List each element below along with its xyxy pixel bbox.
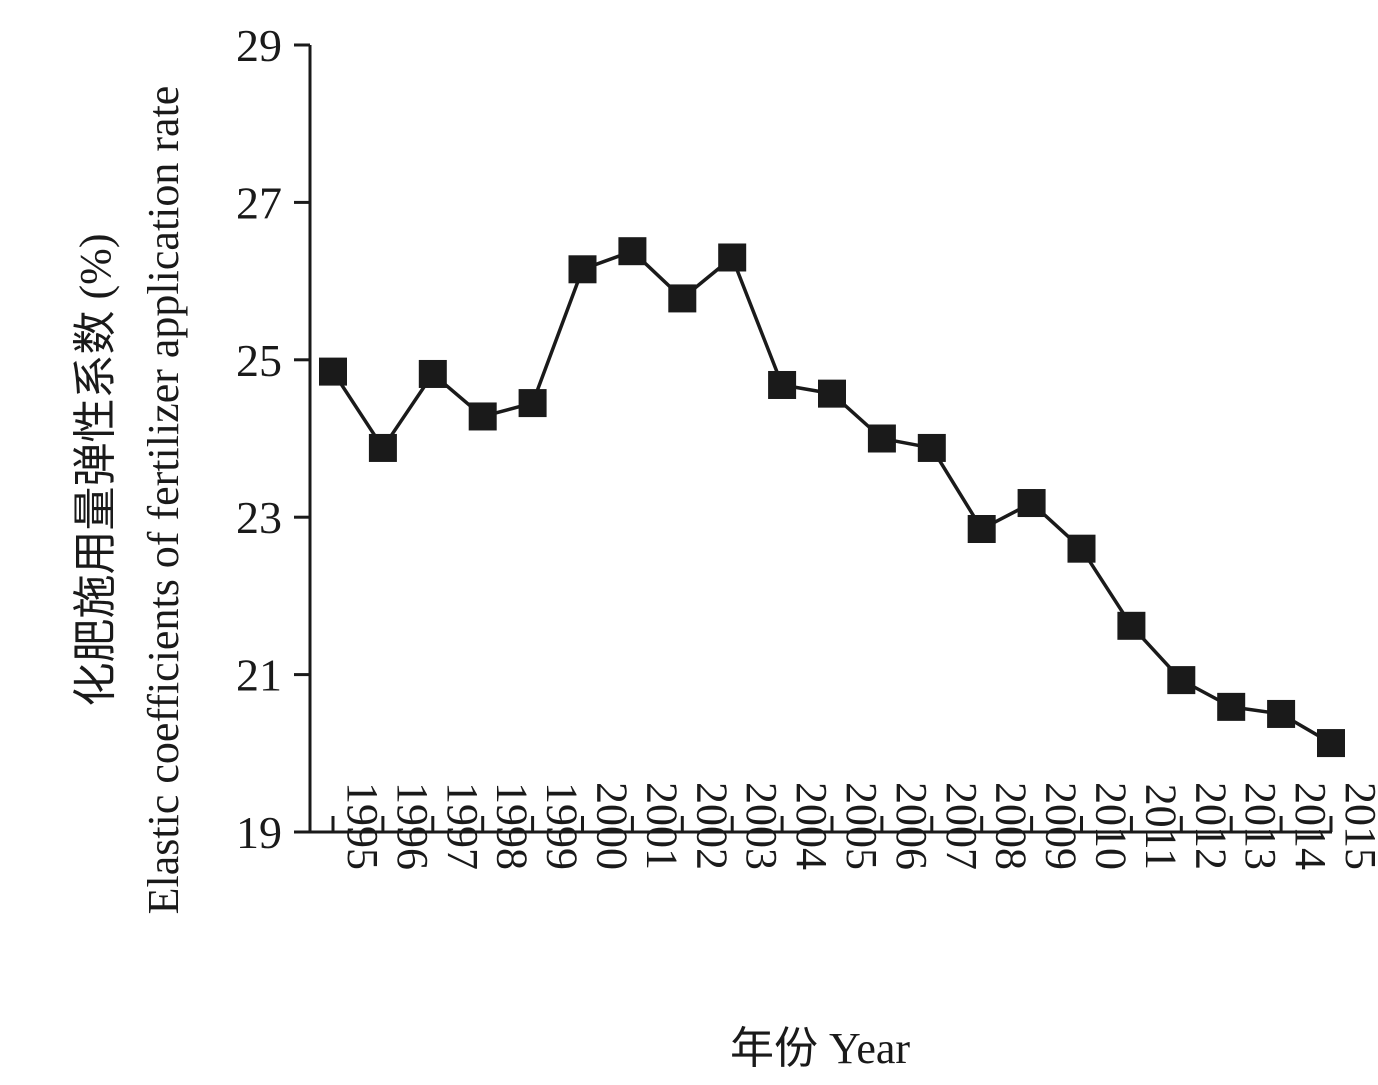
- x-tick-label: 2001: [637, 782, 686, 870]
- x-axis-title: 年份 Year: [730, 1024, 910, 1073]
- x-tick-label: 2015: [1336, 782, 1378, 870]
- data-point-2009: [1017, 489, 1046, 518]
- x-tick-label: 2003: [737, 782, 786, 870]
- x-tick-label: 2010: [1087, 782, 1136, 870]
- x-tick-label: 2005: [837, 782, 886, 870]
- data-point-2006: [867, 424, 896, 453]
- x-tick-label: 2009: [1037, 782, 1086, 870]
- x-tick-label: 2002: [687, 782, 736, 870]
- data-point-2003: [718, 243, 747, 272]
- x-tick-label: 2012: [1186, 782, 1235, 870]
- x-tick-label: 1998: [488, 782, 537, 870]
- data-point-2008: [967, 515, 996, 544]
- y-tick-label: 19: [236, 807, 282, 858]
- data-point-2013: [1217, 692, 1246, 721]
- data-point-2012: [1167, 666, 1196, 695]
- y-ticks: 19 21 23 25 27 29: [236, 20, 310, 858]
- y-tick-label: 25: [236, 335, 282, 386]
- series-markers: [319, 237, 1345, 758]
- data-point-1996: [368, 433, 397, 462]
- y-tick-label: 29: [236, 20, 282, 71]
- data-point-2001: [618, 237, 647, 266]
- y-tick-label: 21: [236, 650, 282, 701]
- y-tick-label: 27: [236, 177, 282, 228]
- data-point-2000: [568, 255, 597, 284]
- y-axis-title-chinese: 化肥施用量弹性系数 (%): [71, 234, 120, 707]
- x-tick-label: 2007: [937, 782, 986, 870]
- data-point-2005: [818, 379, 846, 408]
- x-tick-label: 2011: [1136, 784, 1185, 870]
- x-tick-label: 2006: [887, 782, 936, 870]
- x-tick-label: 1999: [538, 782, 587, 870]
- x-tick-label: 2000: [588, 782, 637, 870]
- data-point-1998: [468, 402, 497, 431]
- data-point-1995: [319, 357, 347, 386]
- data-point-2014: [1267, 699, 1296, 728]
- x-tick-label: 1995: [338, 782, 387, 870]
- data-point-2002: [668, 284, 697, 313]
- data-point-2015: [1317, 729, 1345, 758]
- x-tick-label: 1996: [388, 782, 437, 870]
- data-point-1997: [418, 359, 447, 388]
- x-tick-label: 2013: [1236, 782, 1285, 870]
- data-point-2010: [1067, 534, 1096, 563]
- y-tick-label: 23: [236, 492, 282, 543]
- y-axis-title-english: Elastic coefficients of fertilizer appli…: [139, 86, 188, 915]
- data-point-2004: [768, 370, 797, 399]
- x-tick-label: 1997: [438, 782, 487, 870]
- data-point-1999: [518, 389, 547, 418]
- x-tick-label: 2008: [987, 782, 1036, 870]
- axes: [308, 45, 1332, 834]
- x-tick-label: 2004: [787, 782, 836, 870]
- x-tick-label: 2014: [1286, 782, 1335, 870]
- x-ticks: 1995 1996 1997 1998 1999 2000 2001 2002 2003 2004…: [331, 782, 1378, 870]
- data-point-2011: [1117, 611, 1146, 640]
- data-point-2007: [917, 433, 946, 462]
